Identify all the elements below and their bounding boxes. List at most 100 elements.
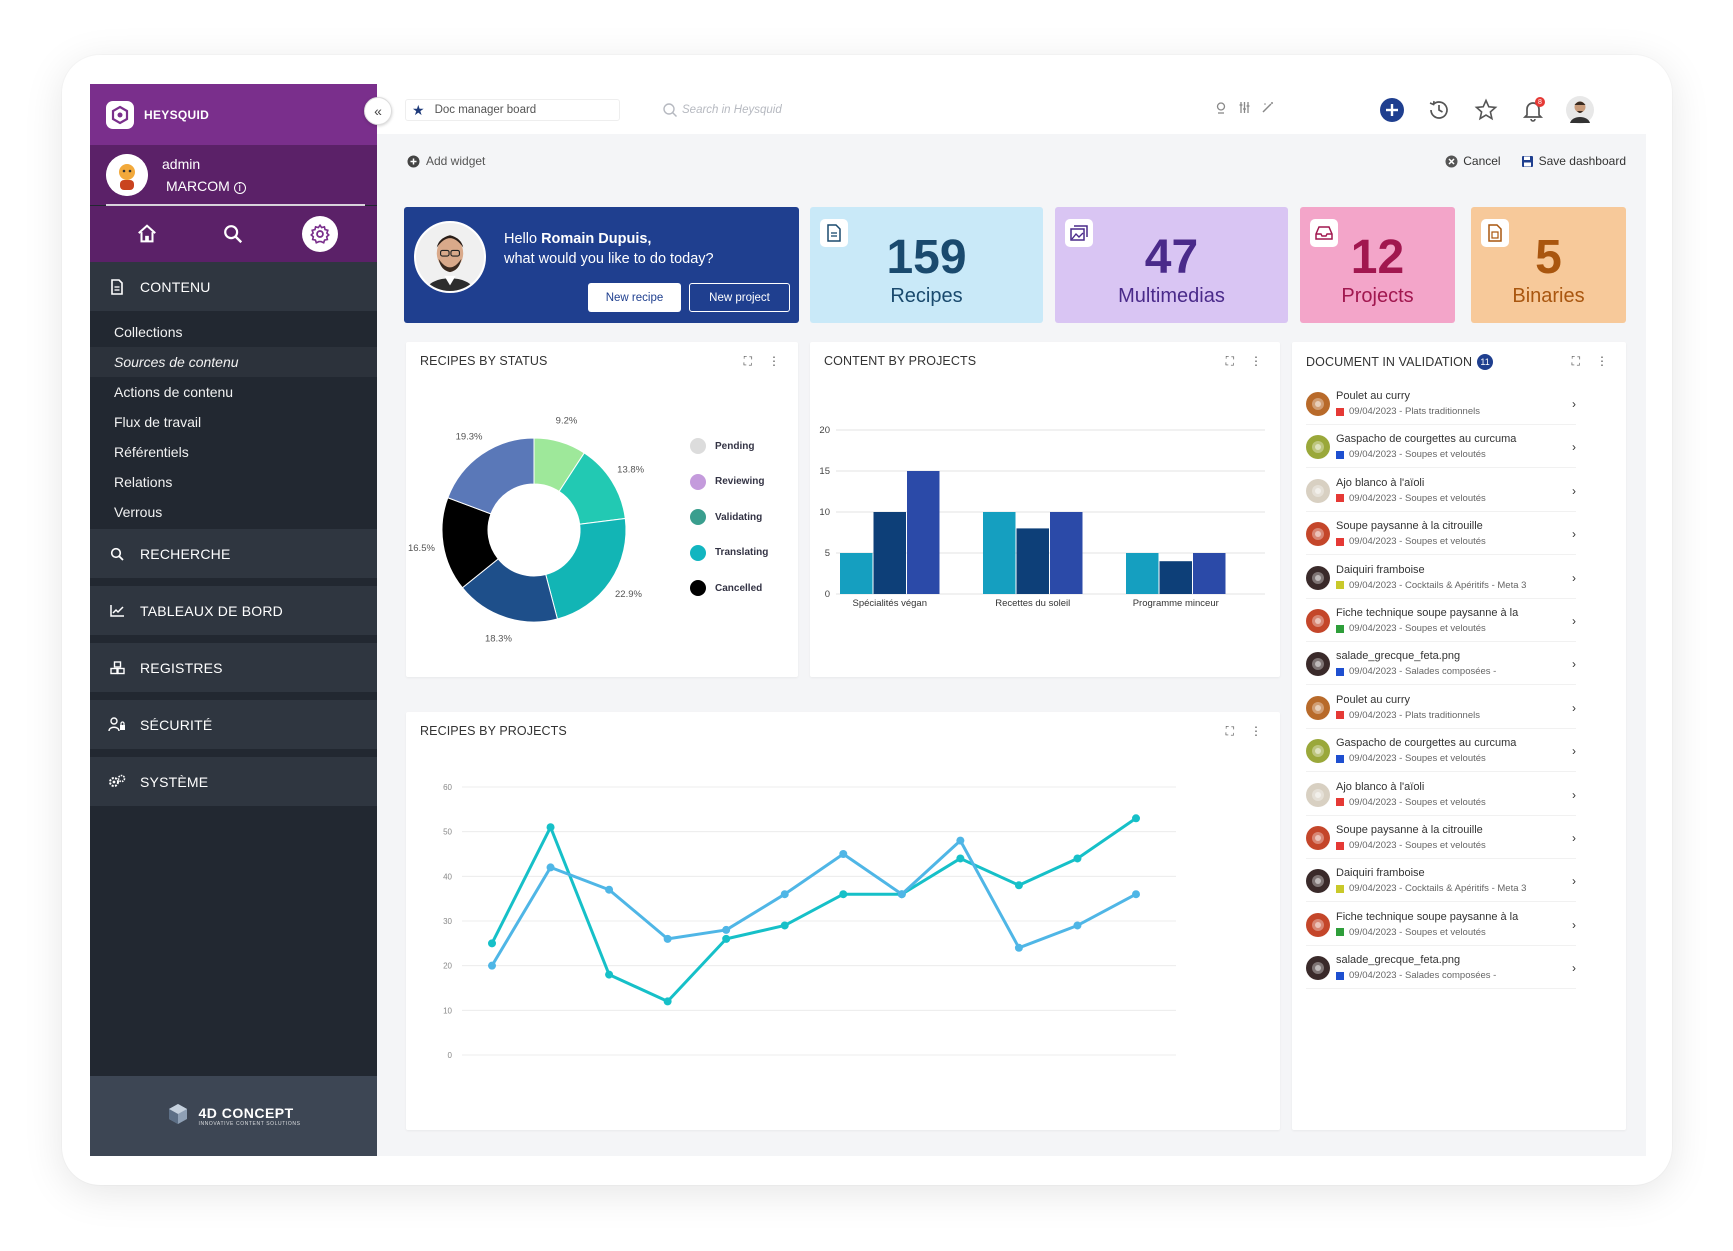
star-icon[interactable]: ★: [412, 101, 425, 118]
expand-icon[interactable]: ⛶: [1225, 724, 1234, 738]
bar[interactable]: [1159, 561, 1193, 594]
line-point[interactable]: [663, 934, 672, 943]
document-row[interactable]: Poulet au curry 09/04/2023 - Plats tradi…: [1306, 384, 1576, 425]
document-row[interactable]: salade_grecque_feta.png 09/04/2023 - Sal…: [1306, 644, 1576, 686]
more-vertical-icon[interactable]: ⋮: [1250, 724, 1262, 738]
bar[interactable]: [1126, 553, 1159, 594]
line-point[interactable]: [1132, 890, 1140, 899]
chevron-right-icon[interactable]: ›: [1572, 570, 1576, 585]
user-block[interactable]: admin MARCOM i: [90, 145, 377, 205]
filter-sliders-icon[interactable]: [1238, 101, 1251, 117]
legend-item[interactable]: Translating: [690, 544, 768, 561]
line-point[interactable]: [897, 890, 906, 899]
sidebar-section-contenu[interactable]: CONTENU: [90, 262, 377, 312]
sidebar-item-relations[interactable]: Relations: [114, 474, 173, 490]
line-series[interactable]: [490, 817, 1137, 1003]
bar[interactable]: [983, 512, 1016, 594]
bar[interactable]: [1050, 512, 1083, 594]
line-point[interactable]: [605, 885, 614, 894]
expand-icon[interactable]: ⛶: [1225, 354, 1234, 368]
stat-card-projects[interactable]: 12 Projects: [1300, 207, 1455, 323]
stat-card-recipes[interactable]: 159 Recipes: [810, 207, 1043, 323]
line-point[interactable]: [722, 925, 731, 934]
document-row[interactable]: Poulet au curry 09/04/2023 - Plats tradi…: [1306, 688, 1576, 729]
document-row[interactable]: Ajo blanco à l'aïoli 09/04/2023 - Soupes…: [1306, 471, 1576, 512]
more-vertical-icon[interactable]: ⋮: [768, 354, 780, 368]
sidebar-item-sources-de-contenu[interactable]: Sources de contenu: [90, 347, 377, 377]
legend-item[interactable]: Cancelled: [690, 580, 762, 596]
line-point[interactable]: [956, 854, 965, 863]
sidebar-item-actions-de-contenu[interactable]: Actions de contenu: [114, 384, 234, 400]
chevron-right-icon[interactable]: ›: [1572, 397, 1576, 411]
line-point[interactable]: [1073, 854, 1082, 863]
line-point[interactable]: [663, 997, 672, 1006]
chevron-right-icon[interactable]: ›: [1572, 657, 1576, 672]
legend-item[interactable]: Reviewing: [690, 473, 764, 490]
document-row[interactable]: Fiche technique soupe paysanne à la 09/0…: [1306, 905, 1576, 946]
collapse-sidebar-button[interactable]: «: [364, 97, 392, 125]
line-point[interactable]: [722, 934, 731, 943]
add-circle-icon[interactable]: [1377, 95, 1407, 125]
search-icon[interactable]: [215, 216, 251, 252]
legend-item[interactable]: Pending: [690, 438, 754, 454]
line-point[interactable]: [1132, 814, 1140, 823]
line-point[interactable]: [488, 939, 496, 948]
chevron-right-icon[interactable]: ›: [1572, 787, 1576, 802]
chevron-right-icon[interactable]: ›: [1572, 961, 1576, 976]
sidebar-section-recherche[interactable]: RECHERCHE: [90, 529, 377, 579]
sidebar-item-collections[interactable]: Collections: [114, 324, 183, 340]
document-row[interactable]: Daiquiri framboise 09/04/2023 - Cocktail…: [1306, 861, 1576, 903]
line-point[interactable]: [1014, 881, 1023, 890]
star-outline-icon[interactable]: [1471, 95, 1501, 125]
chevron-right-icon[interactable]: ›: [1572, 527, 1576, 542]
document-row[interactable]: salade_grecque_feta.png 09/04/2023 - Sal…: [1306, 948, 1576, 990]
user-org[interactable]: MARCOM i: [162, 175, 246, 197]
sidebar-section-systeme[interactable]: SYSTÈME: [90, 757, 377, 807]
stat-card-multimedias[interactable]: 47 Multimedias: [1055, 207, 1288, 323]
home-icon[interactable]: [129, 216, 165, 252]
sidebar-item-referentiels[interactable]: Référentiels: [114, 444, 189, 460]
document-row[interactable]: Daiquiri framboise 09/04/2023 - Cocktail…: [1306, 558, 1576, 599]
line-point[interactable]: [839, 850, 848, 858]
sidebar-item-verrous[interactable]: Verrous: [114, 504, 163, 520]
line-point[interactable]: [546, 823, 555, 832]
magic-wand-icon[interactable]: [1261, 101, 1274, 117]
history-icon[interactable]: [1424, 95, 1454, 125]
bar[interactable]: [840, 553, 873, 594]
save-dashboard-button[interactable]: Save dashboard: [1521, 154, 1626, 168]
chevron-right-icon[interactable]: ›: [1572, 614, 1576, 628]
document-row[interactable]: Gaspacho de courgettes au curcuma 09/04/…: [1306, 731, 1576, 773]
donut-slice[interactable]: [545, 517, 627, 620]
stat-card-binaries[interactable]: 5 Binaries: [1471, 207, 1626, 323]
expand-icon[interactable]: ⛶: [1571, 354, 1580, 368]
bar[interactable]: [873, 512, 907, 594]
chevron-right-icon[interactable]: ›: [1572, 483, 1576, 498]
more-vertical-icon[interactable]: ⋮: [1250, 354, 1262, 368]
line-point[interactable]: [956, 836, 965, 845]
legend-item[interactable]: Validating: [690, 509, 762, 525]
document-row[interactable]: Gaspacho de courgettes au curcuma 09/04/…: [1306, 427, 1576, 469]
line-point[interactable]: [488, 961, 496, 970]
line-point[interactable]: [605, 970, 614, 979]
bar[interactable]: [1193, 553, 1226, 594]
document-row[interactable]: Fiche technique soupe paysanne à la 09/0…: [1306, 601, 1576, 642]
line-point[interactable]: [780, 890, 789, 899]
chevron-right-icon[interactable]: ›: [1572, 874, 1576, 889]
board-name-field[interactable]: ★ Doc manager board: [405, 99, 620, 121]
line-point[interactable]: [1073, 921, 1082, 930]
sidebar-item-flux-de-travail[interactable]: Flux de travail: [114, 414, 202, 430]
line-series[interactable]: [490, 839, 1137, 967]
line-point[interactable]: [1014, 943, 1023, 952]
document-row[interactable]: Ajo blanco à l'aïoli 09/04/2023 - Soupes…: [1306, 775, 1576, 816]
bar[interactable]: [1016, 528, 1050, 594]
notifications-bell-icon[interactable]: 8: [1518, 95, 1548, 125]
document-row[interactable]: Soupe paysanne à la citrouille 09/04/202…: [1306, 818, 1576, 859]
line-point[interactable]: [546, 863, 555, 872]
sidebar-section-registres[interactable]: REGISTRES: [90, 643, 377, 693]
expand-icon[interactable]: ⛶: [743, 354, 752, 368]
chevron-right-icon[interactable]: ›: [1572, 440, 1576, 455]
donut-slice[interactable]: [447, 437, 535, 515]
profile-avatar[interactable]: [1565, 95, 1595, 125]
chevron-right-icon[interactable]: ›: [1572, 831, 1576, 845]
chevron-right-icon[interactable]: ›: [1572, 700, 1576, 715]
